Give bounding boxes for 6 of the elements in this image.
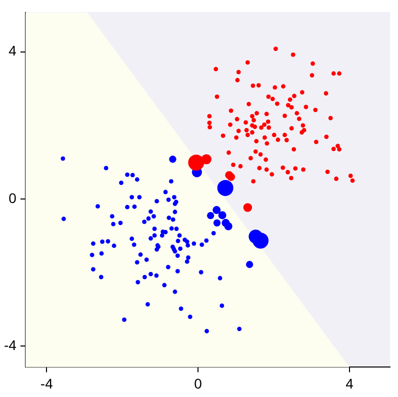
y-tick-label: 4 — [8, 42, 17, 59]
x-tick-label: 0 — [194, 375, 202, 392]
y-tick-label: 0 — [8, 190, 17, 206]
x-tick-label: -4 — [40, 375, 54, 392]
x-tick-label: 4 — [346, 375, 354, 392]
y-tick-label: -4 — [4, 337, 17, 354]
